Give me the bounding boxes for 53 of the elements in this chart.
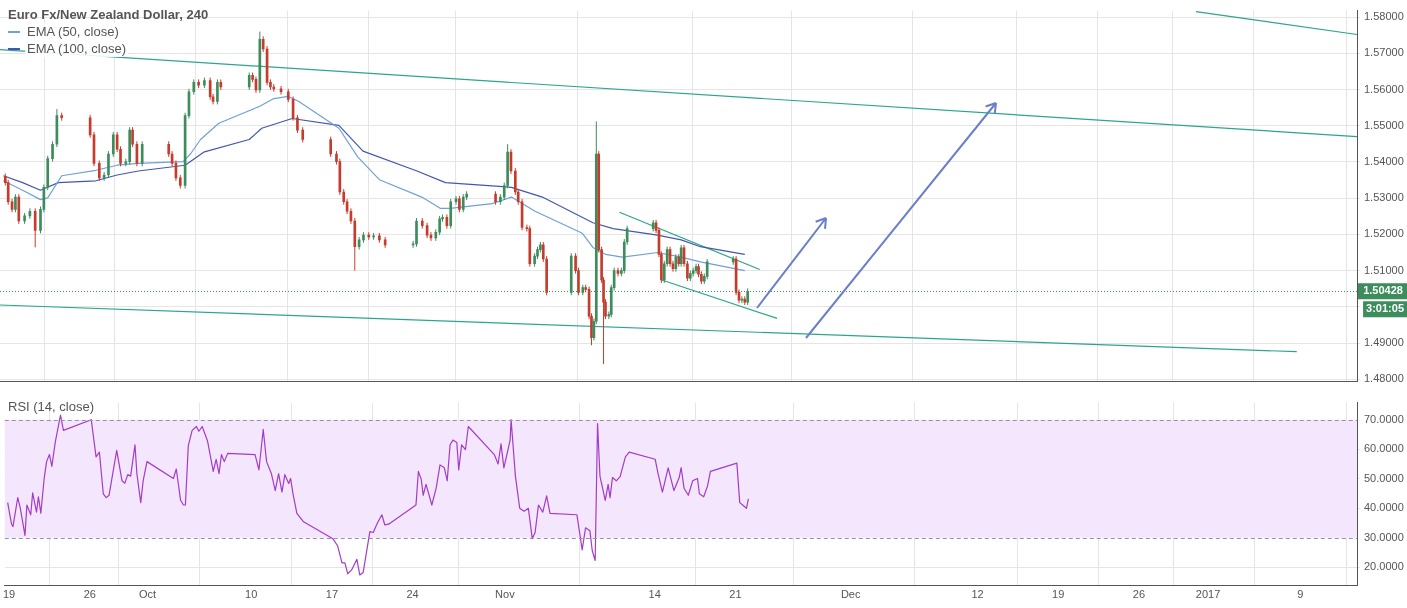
candlestick — [461, 193, 465, 213]
x-tick-label: 10 — [245, 587, 258, 600]
x-tick-label: 9 — [1297, 587, 1304, 600]
legend-label: EMA (50, close) — [25, 23, 121, 40]
candlestick — [140, 140, 144, 167]
ref-line-label: 1.50428 — [1363, 284, 1403, 297]
y-tick-label: 1.49000 — [1364, 336, 1404, 349]
y-tick-label: 1.48000 — [1364, 372, 1404, 385]
y-tick-label: 40.0000 — [1364, 501, 1404, 514]
y-tick-label: 50.0000 — [1364, 471, 1404, 484]
candlestick — [705, 258, 709, 280]
y-tick-label: 20.0000 — [1364, 560, 1404, 573]
x-tick-label: 26 — [1132, 587, 1146, 600]
candlestick — [415, 217, 418, 248]
candlestick — [296, 114, 299, 134]
y-tick-label: 1.54000 — [1364, 154, 1404, 167]
y-tick-label: 1.58000 — [1364, 10, 1404, 23]
candlestick — [111, 131, 115, 158]
candlestick — [438, 215, 441, 236]
candlestick — [216, 78, 219, 105]
candlestick — [33, 207, 37, 248]
x-tick-label: 2017 — [1195, 587, 1221, 600]
y-tick-label: 60.0000 — [1364, 442, 1404, 455]
y-tick-label: 1.57000 — [1364, 46, 1404, 59]
candlestick — [97, 160, 101, 182]
y-tick-label: 30.0000 — [1364, 530, 1404, 543]
x-tick-label: 12 — [971, 587, 984, 600]
candlestick — [51, 140, 54, 163]
legend-label: EMA (100, close) — [25, 40, 128, 57]
candlestick — [131, 126, 134, 148]
x-tick-label: 17 — [325, 587, 339, 600]
x-tick-label: Oct — [138, 587, 157, 600]
x-tick-label: 26 — [83, 587, 96, 600]
chart-title: RSI (14, close) — [8, 398, 94, 415]
y-tick-label: 1.56000 — [1364, 82, 1404, 95]
candlestick — [107, 150, 110, 179]
y-tick-label: 70.0000 — [1364, 412, 1404, 425]
candlestick — [329, 136, 333, 158]
y-tick-label: 1.53000 — [1364, 191, 1404, 204]
chart-title: Euro Fx/New Zealand Dollar, 240 — [8, 6, 209, 23]
text: 3:01:05 — [1366, 302, 1404, 315]
x-tick-label: Dec — [840, 587, 861, 600]
y-tick-label: 1.52000 — [1364, 227, 1404, 240]
candlestick — [14, 193, 17, 213]
x-tick-label: 19 — [2, 587, 16, 600]
y-tick-label: 1.55000 — [1364, 118, 1404, 131]
x-tick-label: 21 — [729, 587, 742, 600]
x-tick-label: 14 — [648, 587, 661, 600]
x-tick-label: Nov — [495, 587, 516, 600]
candlestick — [208, 77, 212, 101]
x-tick-label: 24 — [406, 587, 419, 600]
y-tick-label: 1.51000 — [1364, 263, 1404, 276]
x-tick-label: 19 — [1052, 587, 1065, 600]
